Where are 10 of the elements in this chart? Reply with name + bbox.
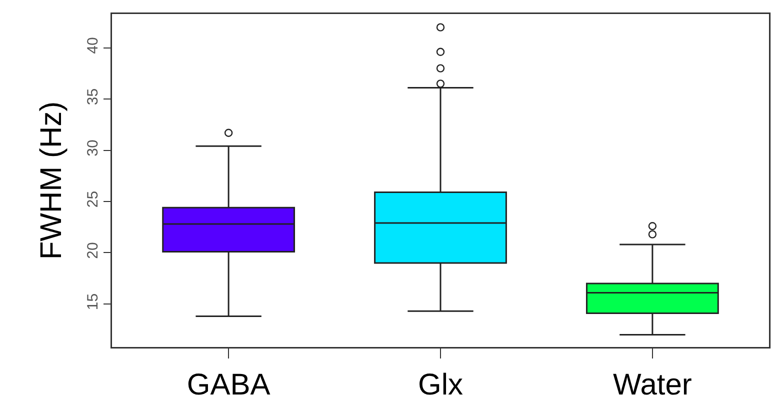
x-tick-label: Glx bbox=[418, 368, 463, 401]
x-tick-label: Water bbox=[612, 368, 692, 401]
y-tick-label: 25 bbox=[84, 190, 102, 208]
y-tick-label: 15 bbox=[84, 293, 102, 310]
y-axis-title: FWHM (Hz) bbox=[34, 101, 68, 260]
x-tick-label: GABA bbox=[186, 368, 270, 401]
y-tick-label: 35 bbox=[84, 88, 102, 106]
y-tick-label: 20 bbox=[84, 242, 102, 259]
y-tick-label: 40 bbox=[84, 37, 102, 54]
y-tick-label: 30 bbox=[84, 140, 102, 156]
